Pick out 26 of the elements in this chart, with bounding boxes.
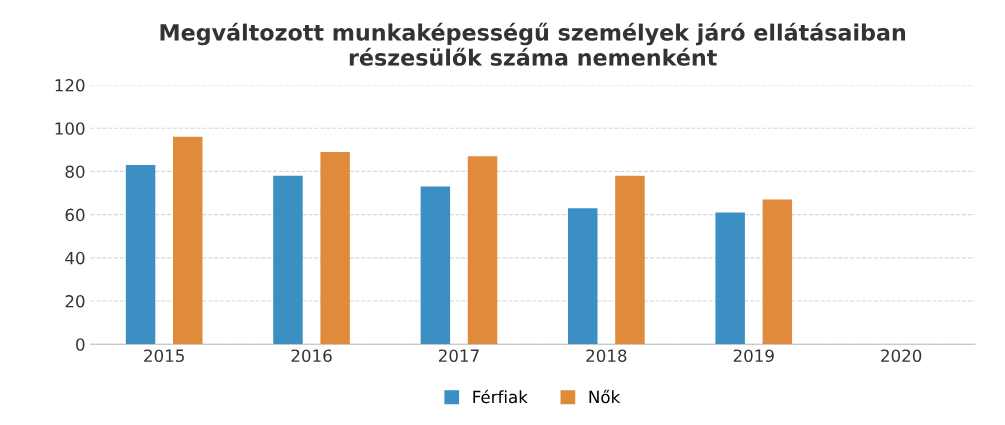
x-tick-label: 2019 <box>733 349 774 363</box>
chart-title: Megváltozott munkaképességű személyek járó ellátásaiban részesülők száma nemenként <box>160 22 906 66</box>
bar <box>172 136 203 345</box>
y-tick-label: 120 <box>55 78 85 92</box>
y-tick-label: 60 <box>65 208 85 222</box>
x-tick-label: 2020 <box>881 349 922 363</box>
bar <box>420 186 451 345</box>
x-tick-label: 2018 <box>586 349 627 363</box>
legend-label: Férfiak <box>473 389 528 404</box>
x-tick-label: 2016 <box>291 349 332 363</box>
bar <box>762 199 793 345</box>
bar <box>715 212 745 345</box>
bar <box>615 175 645 345</box>
x-tick-label: 2017 <box>438 349 479 363</box>
y-tick-label: 0 <box>76 338 85 351</box>
y-tick-label: 100 <box>55 122 85 135</box>
y-tick-label: 40 <box>65 251 85 265</box>
y-tick-label: 80 <box>65 165 85 178</box>
bar <box>568 208 598 345</box>
bar <box>320 151 350 345</box>
x-tick-label: 2015 <box>144 349 184 363</box>
legend-label: Nők <box>589 389 621 404</box>
y-tick-label: 20 <box>65 295 85 308</box>
bar <box>125 164 156 345</box>
bar <box>273 175 303 345</box>
bar <box>467 156 498 345</box>
